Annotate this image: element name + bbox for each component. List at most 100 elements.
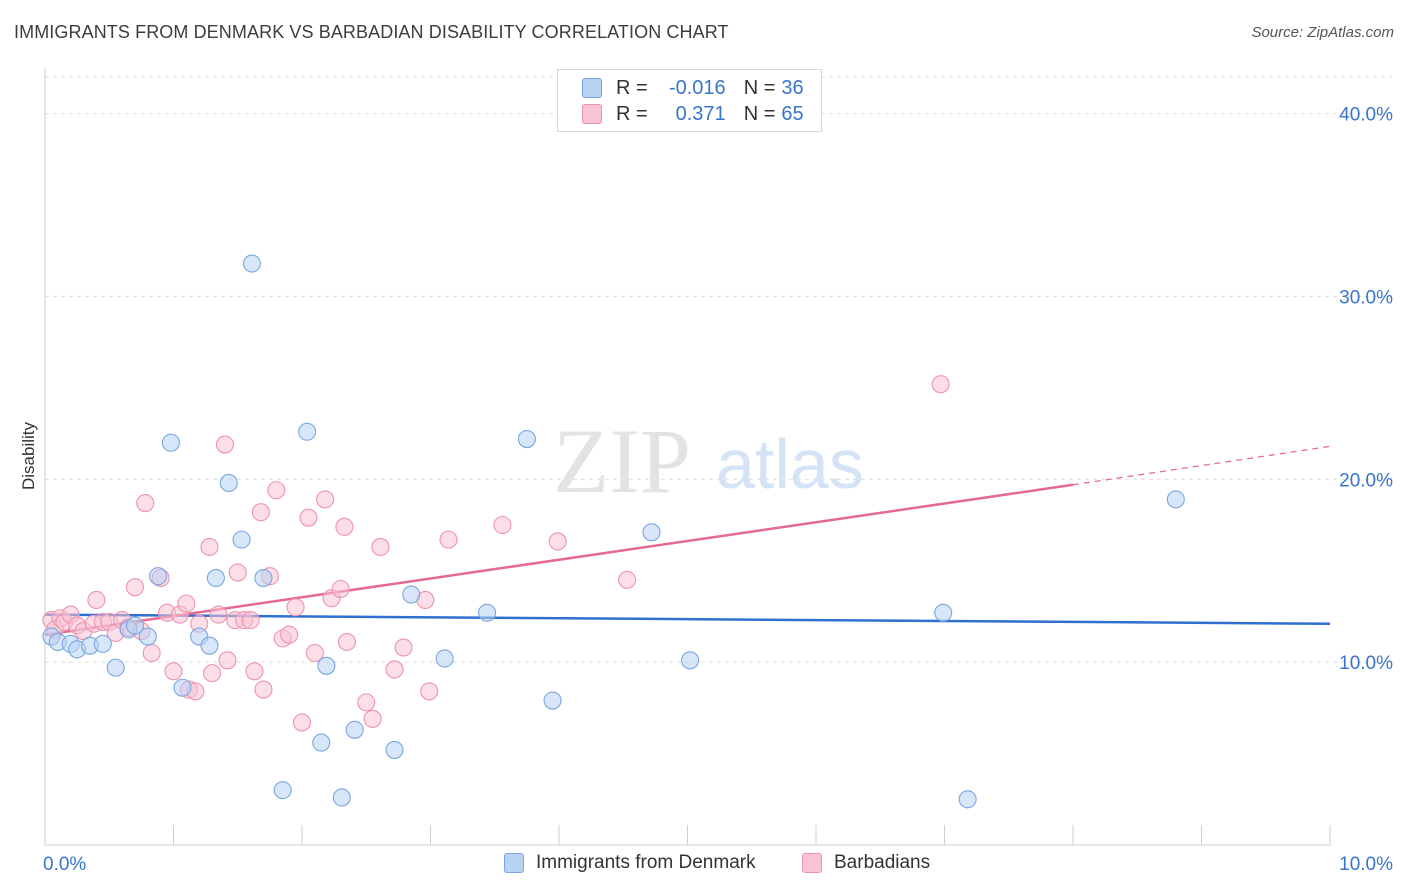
point-barbadians bbox=[385, 660, 404, 679]
series-legend-barbadians: Barbadians bbox=[802, 852, 930, 874]
point-denmark bbox=[934, 603, 953, 622]
point-barbadians bbox=[363, 709, 382, 728]
point-denmark bbox=[332, 788, 351, 807]
point-denmark bbox=[543, 691, 562, 710]
correlation-legend: R = -0.016 N = 36 R = 0.371 N = 65 bbox=[557, 69, 822, 132]
point-denmark bbox=[232, 530, 251, 549]
point-barbadians bbox=[371, 537, 390, 556]
gridlines bbox=[45, 76, 1392, 663]
point-denmark bbox=[254, 568, 273, 588]
point-barbadians bbox=[394, 638, 413, 657]
series-swatch-pink bbox=[802, 853, 822, 873]
chart-title: IMMIGRANTS FROM DENMARK VS BARBADIAN DIS… bbox=[14, 22, 729, 42]
point-barbadians bbox=[203, 664, 222, 683]
point-denmark bbox=[138, 627, 157, 646]
trendline-denmark bbox=[44, 613, 1331, 625]
point-denmark bbox=[435, 649, 454, 668]
legend-swatch-blue bbox=[582, 78, 602, 98]
y-tick-label: 40.0% bbox=[1339, 105, 1393, 126]
y-axis-label: Disability bbox=[19, 421, 38, 490]
point-denmark bbox=[93, 634, 112, 653]
point-barbadians bbox=[931, 375, 950, 394]
y-tick-label: 20.0% bbox=[1339, 470, 1393, 491]
point-barbadians bbox=[548, 532, 567, 551]
x-tick-label: 0.0% bbox=[43, 854, 86, 875]
point-barbadians bbox=[251, 503, 270, 522]
legend-row-denmark: R = -0.016 N = 36 bbox=[582, 76, 804, 100]
point-denmark bbox=[402, 585, 421, 604]
legend-n-value: 36 bbox=[781, 76, 804, 99]
source-label: Source: ZipAtlas.com bbox=[1251, 24, 1394, 41]
point-barbadians bbox=[618, 570, 637, 589]
data-points bbox=[42, 254, 1185, 809]
point-barbadians bbox=[305, 643, 324, 663]
point-denmark bbox=[681, 651, 700, 670]
point-denmark bbox=[642, 523, 661, 542]
point-barbadians bbox=[215, 435, 234, 454]
point-barbadians bbox=[420, 682, 439, 701]
point-barbadians bbox=[331, 579, 350, 599]
point-denmark bbox=[125, 616, 144, 635]
legend-r-value: -0.016 bbox=[668, 76, 726, 99]
point-denmark bbox=[106, 658, 125, 677]
point-barbadians bbox=[245, 662, 264, 681]
series-label-barbadians: Barbadians bbox=[834, 852, 931, 873]
point-barbadians bbox=[267, 481, 286, 500]
point-barbadians bbox=[254, 680, 273, 699]
point-denmark bbox=[317, 656, 336, 675]
y-tick-label: 10.0% bbox=[1339, 653, 1393, 674]
legend-r-label: R = bbox=[616, 102, 648, 125]
point-barbadians bbox=[164, 662, 183, 681]
point-barbadians bbox=[292, 713, 312, 732]
legend-n-label: N = bbox=[743, 76, 776, 99]
point-barbadians bbox=[316, 490, 335, 509]
legend-r-value: 0.371 bbox=[675, 102, 726, 125]
point-barbadians bbox=[177, 594, 196, 613]
point-barbadians bbox=[218, 651, 237, 670]
point-barbadians bbox=[209, 605, 228, 624]
legend-r-label: R = bbox=[616, 76, 648, 99]
point-barbadians bbox=[493, 515, 512, 535]
point-barbadians bbox=[87, 590, 106, 610]
watermark-atlas: atlas bbox=[716, 425, 864, 503]
series-swatch-blue bbox=[504, 853, 524, 873]
point-denmark bbox=[1166, 490, 1185, 509]
point-denmark bbox=[345, 720, 364, 739]
point-barbadians bbox=[200, 537, 219, 556]
point-barbadians bbox=[335, 517, 354, 536]
point-barbadians bbox=[337, 632, 357, 652]
point-denmark bbox=[477, 603, 497, 622]
legend-n-label: N = bbox=[743, 102, 776, 125]
point-denmark bbox=[273, 781, 292, 800]
point-denmark bbox=[298, 422, 317, 441]
point-denmark bbox=[149, 567, 168, 586]
point-denmark bbox=[517, 430, 536, 449]
series-legend-denmark: Immigrants from Denmark bbox=[504, 852, 756, 874]
point-barbadians bbox=[299, 508, 318, 527]
y-tick-label: 30.0% bbox=[1339, 287, 1393, 308]
point-denmark bbox=[219, 473, 238, 492]
point-barbadians bbox=[136, 494, 155, 513]
legend-swatch-pink bbox=[582, 104, 602, 124]
point-denmark bbox=[206, 568, 225, 588]
watermark-zip: ZIP bbox=[553, 410, 691, 512]
point-denmark bbox=[312, 733, 331, 752]
point-barbadians bbox=[125, 578, 144, 597]
point-denmark bbox=[242, 254, 261, 273]
point-barbadians bbox=[142, 643, 161, 663]
legend-n-value: 65 bbox=[781, 102, 804, 125]
point-barbadians bbox=[357, 693, 376, 712]
legend-row-barbadians: R = 0.371 N = 65 bbox=[582, 102, 804, 126]
tick-labels: 10.0% 20.0% 30.0% 40.0% 0.0% 10.0% bbox=[43, 105, 1393, 875]
axes bbox=[44, 68, 1331, 846]
watermark: ZIP atlas bbox=[553, 410, 864, 512]
point-denmark bbox=[958, 790, 977, 809]
point-barbadians bbox=[241, 611, 260, 630]
point-denmark bbox=[173, 678, 192, 697]
point-denmark bbox=[200, 636, 219, 655]
point-barbadians bbox=[439, 530, 458, 549]
point-barbadians bbox=[286, 598, 305, 617]
point-barbadians bbox=[228, 563, 247, 582]
x-tick-label: 10.0% bbox=[1339, 854, 1393, 875]
